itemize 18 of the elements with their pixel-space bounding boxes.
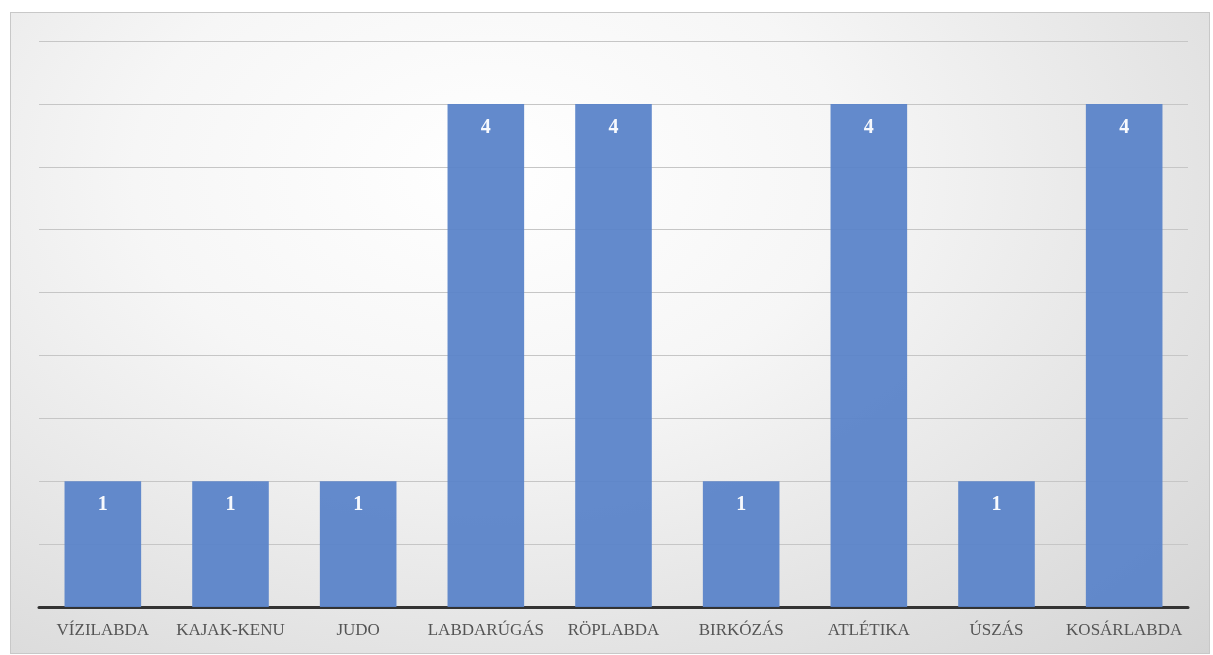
x-tick-label: KAJAK-KENU bbox=[176, 620, 285, 639]
data-label: 4 bbox=[863, 114, 874, 137]
data-label: 4 bbox=[608, 114, 619, 137]
data-label: 1 bbox=[225, 492, 236, 515]
x-tick-label: ÚSZÁS bbox=[969, 620, 1024, 639]
x-tick-label: BIRKÓZÁS bbox=[698, 620, 784, 639]
x-tick-label: KOSÁRLABDA bbox=[1066, 620, 1183, 639]
x-tick-label: JUDO bbox=[336, 620, 380, 639]
data-label: 4 bbox=[1119, 114, 1130, 137]
x-tick-label: VÍZILABDA bbox=[56, 620, 150, 639]
data-label: 4 bbox=[480, 114, 491, 137]
x-tick-label: LABDARÚGÁS bbox=[427, 620, 544, 639]
data-label: 1 bbox=[991, 492, 1002, 515]
x-tick-label: ATLÉTIKA bbox=[827, 620, 911, 639]
data-label: 1 bbox=[736, 492, 747, 515]
data-label: 1 bbox=[97, 492, 108, 515]
data-label: 1 bbox=[353, 492, 364, 515]
x-tick-label: RÖPLABDA bbox=[567, 620, 661, 639]
